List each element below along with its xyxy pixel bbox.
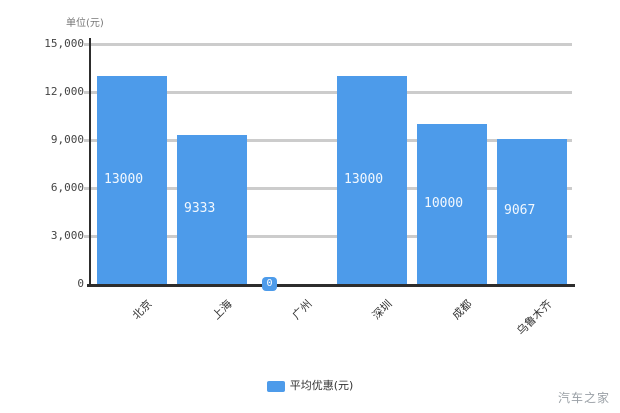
- y-tick-label: 9,000: [50, 133, 84, 146]
- x-axis-label: 广州: [289, 297, 315, 323]
- zero-value-badge: 0: [262, 277, 277, 291]
- legend: 平均优惠(元): [0, 380, 620, 392]
- x-axis-label: 乌鲁木齐: [514, 297, 555, 338]
- bar-value-label: 9333: [184, 201, 216, 217]
- x-axis-label: 北京: [129, 297, 155, 323]
- y-tick-label: 0: [77, 277, 84, 290]
- bar-value-label: 9067: [504, 203, 536, 219]
- bar[interactable]: [177, 134, 247, 284]
- legend-label[interactable]: 平均优惠(元): [289, 379, 354, 392]
- watermark-logo: 汽车之家: [557, 391, 610, 405]
- y-axis-line: [89, 38, 91, 287]
- y-axis-unit-label: 单位(元): [66, 18, 104, 29]
- x-axis-label: 上海: [209, 297, 235, 323]
- y-tick-label: 6,000: [50, 181, 84, 194]
- gridline: [84, 91, 572, 94]
- gridline: [84, 139, 572, 142]
- bar[interactable]: [97, 76, 167, 284]
- bar-value-label: 10000: [424, 196, 464, 211]
- gridline: [84, 187, 572, 190]
- y-tick-label: 12,000: [44, 85, 84, 98]
- gridline: [84, 43, 572, 46]
- x-axis-line: [87, 284, 575, 287]
- bar[interactable]: [417, 124, 487, 284]
- x-axis-label: 深圳: [369, 297, 395, 323]
- bar[interactable]: [337, 76, 407, 284]
- bar-value-label: 13000: [104, 172, 144, 187]
- bar[interactable]: [497, 138, 567, 284]
- x-axis-label: 成都: [449, 297, 475, 323]
- y-tick-label: 3,000: [50, 229, 84, 242]
- y-tick-label: 15,000: [44, 37, 84, 50]
- legend-swatch-icon[interactable]: [266, 380, 285, 392]
- gridline: [84, 235, 572, 238]
- bar-value-label: 13000: [344, 172, 384, 187]
